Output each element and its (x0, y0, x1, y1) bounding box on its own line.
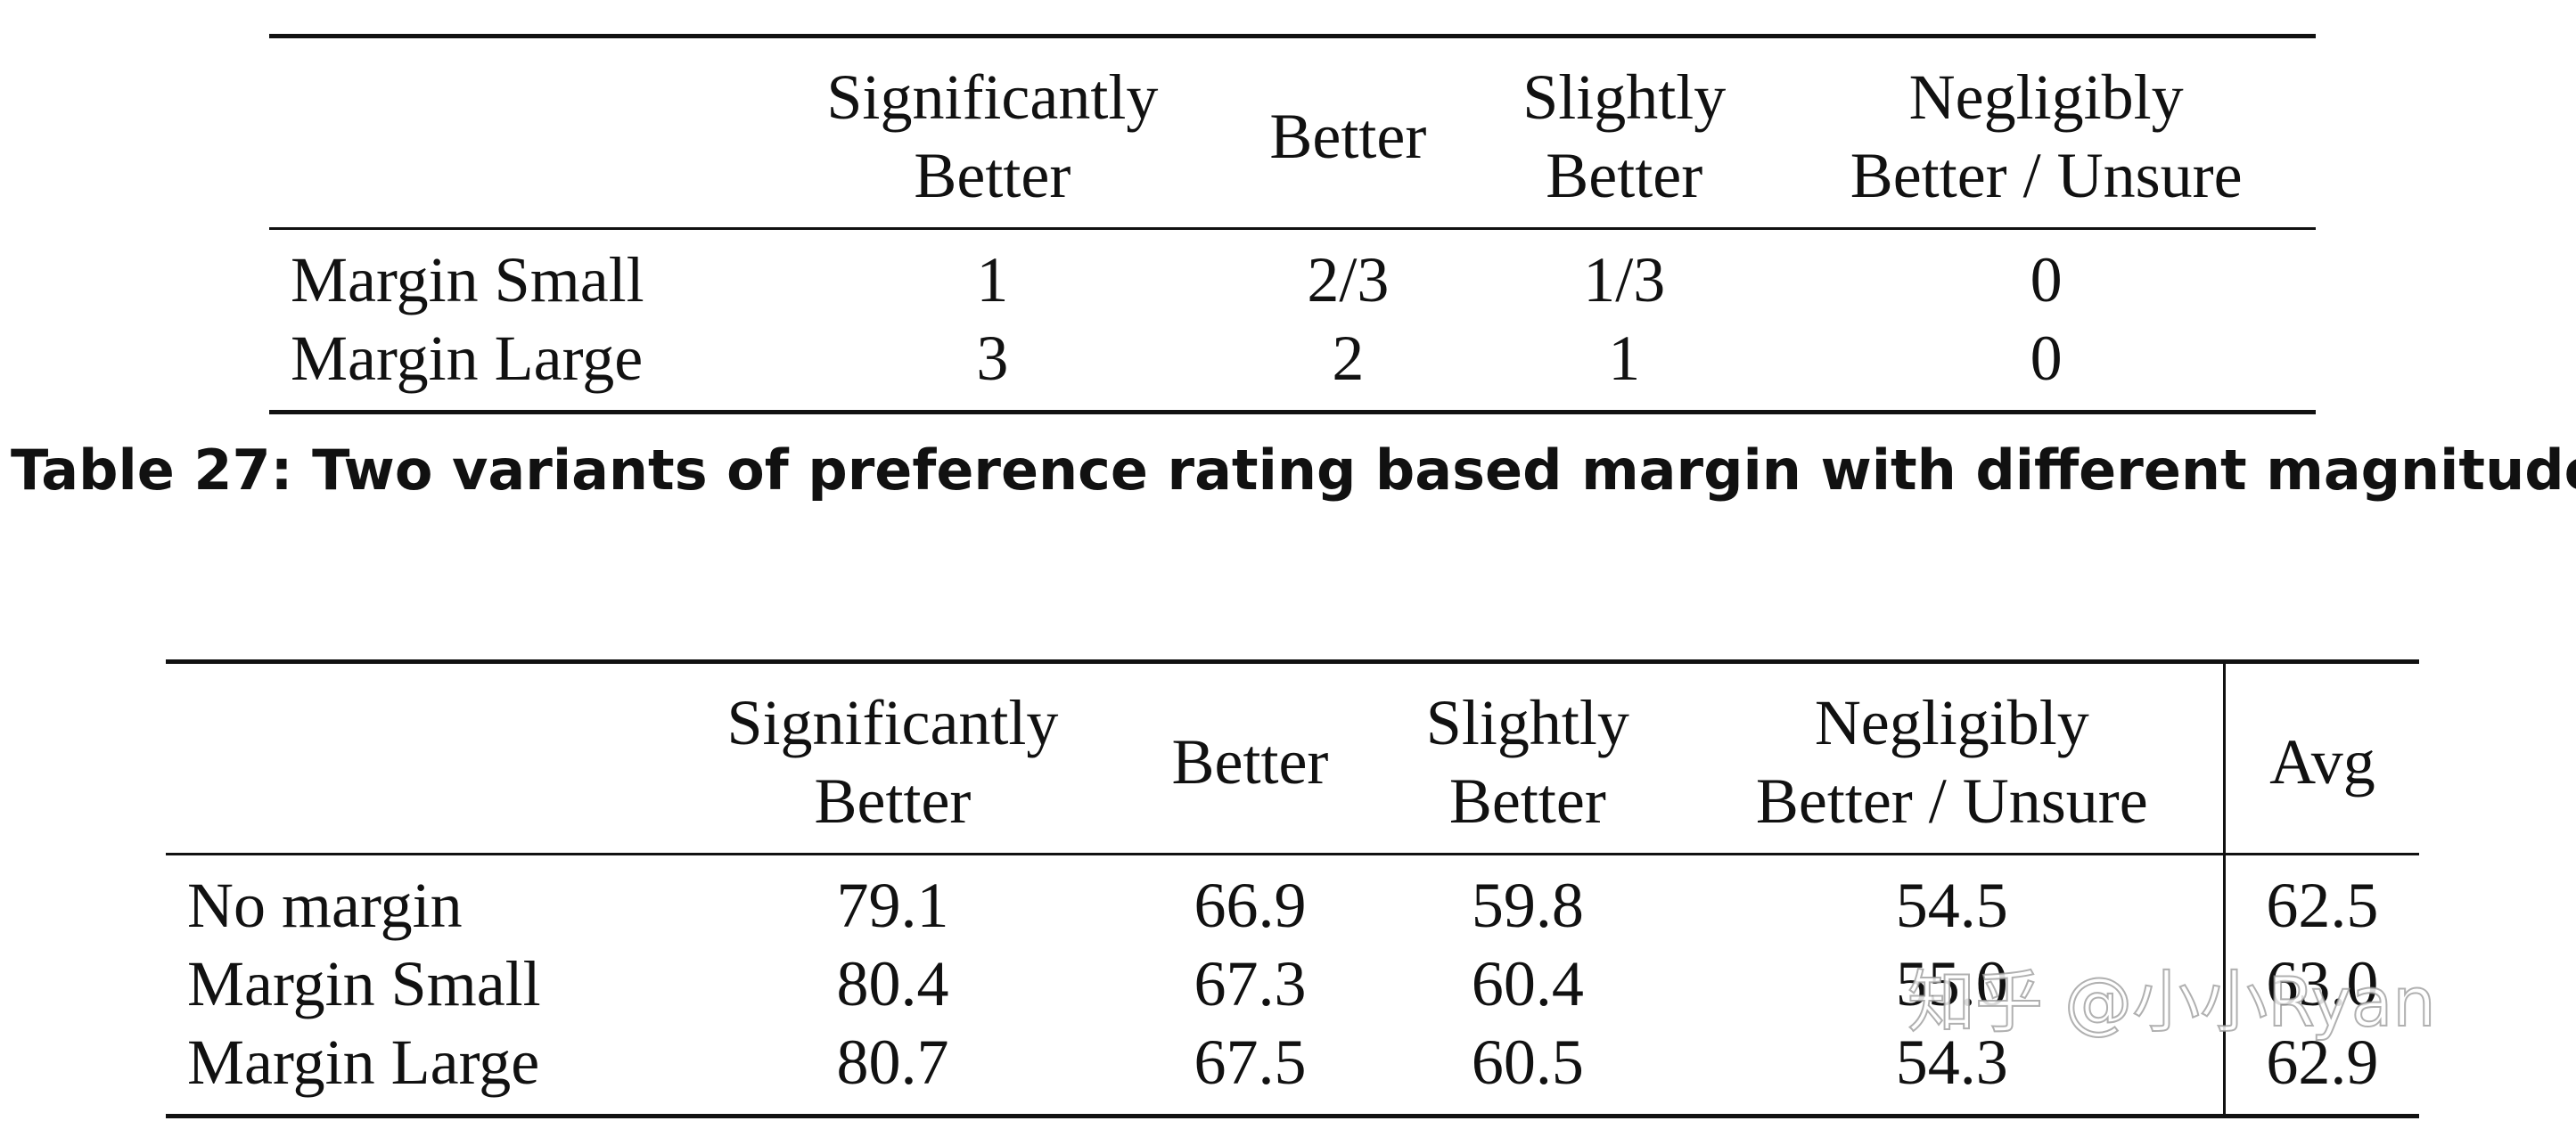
cell: 80.7 (836, 1027, 949, 1098)
cell: 59.8 (1471, 870, 1584, 941)
cell: 1 (1608, 323, 1641, 394)
header-line: Avg (2269, 726, 2375, 798)
row-label: Margin Large (291, 323, 644, 394)
header-line: Better (1448, 765, 1606, 837)
table-row: Margin Large 3 2 1 0 (269, 319, 2316, 413)
cell: 54.5 (1895, 870, 2008, 941)
cell: 60.4 (1471, 948, 1584, 1019)
avg-cell: 63.0 (2222, 945, 2419, 1023)
col-better: Better (1224, 36, 1473, 230)
cell: 1/3 (1583, 244, 1666, 315)
cell: 0 (2030, 323, 2063, 394)
header-line: Slightly (1522, 61, 1727, 133)
header-empty-cell (166, 661, 660, 855)
cell: 2/3 (1307, 244, 1390, 315)
table-row: No margin 79.1 66.9 59.8 54.5 62.5 (166, 854, 2419, 945)
cell: 55.0 (1895, 948, 2008, 1019)
cell: 0 (2030, 244, 2063, 315)
header-line: Better (1171, 726, 1329, 798)
cell: 66.9 (1194, 870, 1307, 941)
table-27-caption: Table 27: Two variants of preference rat… (11, 438, 2576, 503)
header-empty-cell (269, 36, 761, 230)
cell: 60.5 (1471, 1027, 1584, 1098)
header-line: Negligibly (1908, 61, 2184, 133)
col-negligibly-better: Negligibly Better / Unsure (1680, 661, 2225, 855)
col-slightly-better: Slightly Better (1472, 36, 1777, 230)
table-row: Margin Small 1 2/3 1/3 0 (269, 229, 2316, 320)
table-header-row: Significantly Better Better Slightly Bet… (269, 36, 2316, 230)
cell: 79.1 (836, 870, 949, 941)
col-significantly-better: Significantly Better (760, 36, 1225, 230)
col-better: Better (1125, 661, 1374, 855)
col-significantly-better: Significantly Better (659, 661, 1126, 855)
header-line: Better (1269, 101, 1427, 172)
col-negligibly-better: Negligibly Better / Unsure (1776, 36, 2316, 230)
avg-cell: 62.9 (2222, 1023, 2419, 1117)
row-label: Margin Large (187, 1027, 540, 1098)
cell: 2 (1332, 323, 1365, 394)
col-slightly-better: Slightly Better (1374, 661, 1681, 855)
header-line: Slightly (1425, 687, 1629, 758)
cell: 54.3 (1895, 1027, 2008, 1098)
avg-cell: 62.5 (2222, 854, 2419, 945)
header-line: Negligibly (1814, 687, 2089, 758)
cell: 67.5 (1194, 1027, 1307, 1098)
row-label: No margin (187, 870, 463, 941)
header-line: Significantly (826, 61, 1159, 133)
table-row: Margin Small 80.4 67.3 60.4 55.0 63.0 (166, 945, 2419, 1023)
row-label: Margin Small (291, 244, 644, 315)
header-line: Better / Unsure (1755, 765, 2148, 837)
cell: 67.3 (1194, 948, 1307, 1019)
header-line: Better (814, 765, 972, 837)
header-line: Better (1546, 140, 1703, 211)
table-27: Significantly Better Better Slightly Bet… (269, 34, 2316, 414)
table-header-row: Significantly Better Better Slightly Bet… (166, 661, 2419, 855)
table-28: Significantly Better Better Slightly Bet… (166, 659, 2419, 1118)
header-line: Better (914, 140, 1071, 211)
cell: 1 (976, 244, 1009, 315)
col-avg: Avg (2222, 661, 2419, 855)
header-line: Better / Unsure (1850, 140, 2243, 211)
row-label: Margin Small (187, 948, 541, 1019)
header-line: Significantly (726, 687, 1059, 758)
cell: 3 (976, 323, 1009, 394)
cell: 80.4 (836, 948, 949, 1019)
table-row: Margin Large 80.7 67.5 60.5 54.3 62.9 (166, 1023, 2419, 1117)
